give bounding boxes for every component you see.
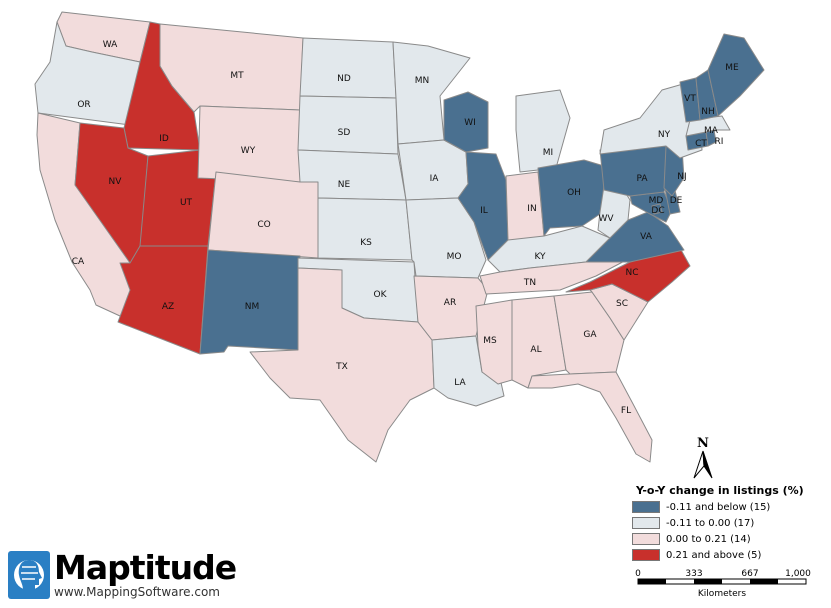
state-label-ks: KS bbox=[360, 238, 372, 248]
north-letter: N bbox=[697, 436, 709, 451]
scale-tick-label: 667 bbox=[741, 569, 758, 579]
legend-label: -0.11 to 0.00 (17) bbox=[666, 517, 755, 529]
state-mn bbox=[392, 41, 471, 145]
state-label-me: ME bbox=[725, 63, 739, 73]
maptitude-logo: Maptitude www.MappingSoftware.com bbox=[8, 549, 248, 605]
state-label-il: IL bbox=[480, 206, 488, 216]
state-wy bbox=[197, 105, 301, 183]
state-label-md: MD bbox=[649, 196, 664, 206]
state-label-or: OR bbox=[77, 100, 90, 110]
state-label-ca: CA bbox=[72, 257, 85, 267]
scale-bar: 0 333 667 1,000 Kilometers bbox=[635, 569, 811, 599]
state-label-mi: MI bbox=[543, 148, 553, 158]
legend-label: -0.11 and below (15) bbox=[666, 501, 771, 513]
north-arrow: N bbox=[688, 436, 724, 482]
legend-title: Y-o-Y change in listings (%) bbox=[636, 484, 804, 497]
state-label-wv: WV bbox=[598, 214, 614, 224]
legend-item: 0.21 and above (5) bbox=[632, 548, 822, 562]
state-label-wa: WA bbox=[103, 40, 118, 50]
state-label-mt: MT bbox=[230, 71, 244, 81]
state-ks bbox=[317, 197, 413, 261]
state-label-ny: NY bbox=[658, 130, 671, 140]
legend-item: -0.11 and below (15) bbox=[632, 500, 822, 514]
state-label-nj: NJ bbox=[677, 172, 686, 182]
state-label-wy: WY bbox=[241, 146, 256, 156]
state-label-sd: SD bbox=[338, 128, 351, 138]
state-sd bbox=[297, 95, 399, 155]
state-label-co: CO bbox=[257, 220, 270, 230]
legend-swatch bbox=[632, 517, 660, 529]
legend-swatch bbox=[632, 533, 660, 545]
state-label-tn: TN bbox=[523, 278, 536, 288]
state-label-nh: NH bbox=[701, 107, 715, 117]
state-label-wi: WI bbox=[464, 118, 476, 128]
legend-item: 0.00 to 0.21 (14) bbox=[632, 532, 822, 546]
state-label-ms: MS bbox=[483, 336, 497, 346]
state-tx bbox=[249, 267, 435, 463]
state-label-ga: GA bbox=[583, 330, 597, 340]
logo-wordmark: Maptitude bbox=[54, 548, 237, 587]
state-label-va: VA bbox=[640, 232, 653, 242]
state-label-tx: TX bbox=[335, 362, 348, 372]
state-label-ut: UT bbox=[180, 198, 193, 208]
state-label-ia: IA bbox=[430, 174, 440, 184]
state-label-dc: DC bbox=[651, 206, 664, 216]
state-label-mo: MO bbox=[447, 252, 462, 262]
state-label-az: AZ bbox=[162, 302, 174, 312]
north-arrow-icon bbox=[693, 450, 705, 479]
legend-swatch bbox=[632, 549, 660, 561]
state-az bbox=[117, 245, 209, 355]
state-label-ne: NE bbox=[338, 180, 351, 190]
state-nm bbox=[199, 249, 301, 355]
state-ma bbox=[685, 115, 731, 137]
logo-url: www.MappingSoftware.com bbox=[54, 585, 220, 599]
legend: Y-o-Y change in listings (%) -0.11 and b… bbox=[632, 484, 822, 564]
state-mi bbox=[515, 89, 571, 173]
state-nc bbox=[565, 247, 691, 303]
scale-tick-label: 1,000 bbox=[785, 569, 811, 579]
state-label-fl: FL bbox=[621, 406, 631, 416]
state-label-ri: RI bbox=[715, 137, 724, 147]
globe-head-icon bbox=[8, 551, 50, 599]
state-label-al: AL bbox=[530, 345, 541, 355]
state-label-sc: SC bbox=[616, 299, 628, 309]
state-label-nd: ND bbox=[337, 74, 351, 84]
state-ia bbox=[397, 139, 469, 201]
state-label-nc: NC bbox=[625, 268, 638, 278]
legend-item: -0.11 to 0.00 (17) bbox=[632, 516, 822, 530]
state-dc bbox=[651, 203, 663, 215]
state-me bbox=[707, 33, 765, 117]
state-fl bbox=[527, 371, 653, 463]
state-wi bbox=[443, 91, 489, 153]
state-oh bbox=[537, 159, 607, 237]
state-label-oh: OH bbox=[567, 188, 581, 198]
state-label-la: LA bbox=[454, 378, 466, 388]
state-label-mn: MN bbox=[415, 76, 430, 86]
state-co bbox=[207, 171, 319, 259]
legend-label: 0.00 to 0.21 (14) bbox=[666, 533, 751, 545]
state-label-in: IN bbox=[527, 204, 536, 214]
state-in bbox=[505, 171, 545, 245]
scale-tick-label: 333 bbox=[685, 569, 702, 579]
state-label-de: DE bbox=[670, 196, 683, 206]
state-label-nm: NM bbox=[245, 302, 260, 312]
state-label-pa: PA bbox=[636, 174, 648, 184]
state-label-vt: VT bbox=[684, 94, 696, 104]
state-label-ma: MA bbox=[704, 126, 719, 136]
state-label-ok: OK bbox=[374, 290, 388, 300]
scale-tick-label: 0 bbox=[635, 569, 641, 579]
scale-unit: Kilometers bbox=[698, 589, 746, 599]
state-label-id: ID bbox=[159, 134, 169, 144]
state-label-ar: AR bbox=[444, 298, 456, 308]
legend-label: 0.21 and above (5) bbox=[666, 549, 762, 561]
state-nd bbox=[299, 37, 397, 99]
state-label-ct: CT bbox=[695, 139, 707, 149]
state-label-ky: KY bbox=[534, 252, 546, 262]
legend-swatch bbox=[632, 501, 660, 513]
state-label-nv: NV bbox=[109, 177, 123, 187]
